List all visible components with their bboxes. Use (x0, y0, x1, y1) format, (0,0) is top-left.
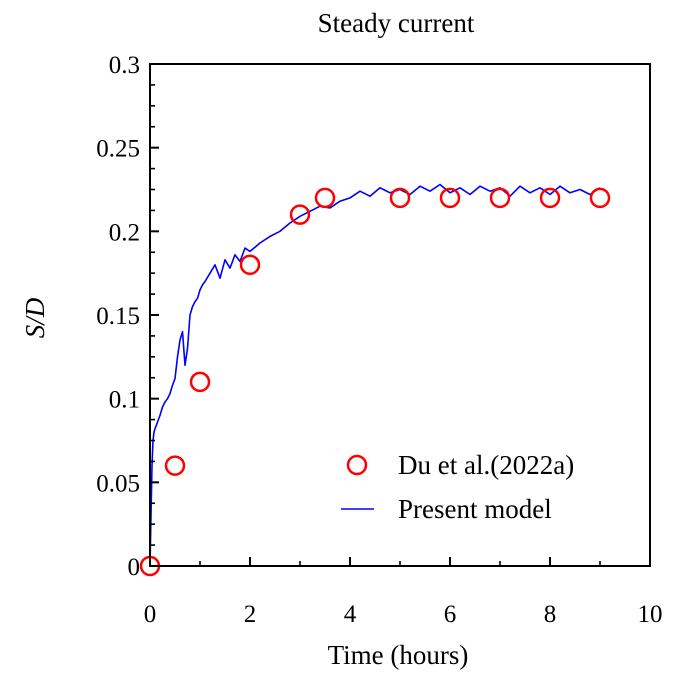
x-axis-label: Time (hours) (328, 640, 469, 670)
series-present-model-line (149, 183, 601, 567)
legend: Du et al.(2022a) Present model (341, 450, 574, 524)
x-tick-label: 4 (344, 601, 357, 628)
du-et-al-point (439, 187, 461, 209)
x-tick-label: 10 (638, 601, 663, 628)
y-axis-label: S/D (20, 297, 50, 338)
marker-layer (139, 187, 611, 577)
du-et-al-point (189, 371, 211, 393)
legend-label-present-model: Present model (398, 494, 552, 524)
plot-area (139, 183, 611, 577)
y-tick-label: 0.1 (109, 387, 140, 414)
du-et-al-point (289, 204, 311, 225)
legend-label-du-et-al: Du et al.(2022a) (398, 450, 574, 480)
y-tick-label: 0.05 (96, 470, 140, 497)
model-line-layer (149, 183, 601, 567)
x-axis-ticks: 0 2 4 6 8 10 (144, 557, 663, 628)
legend-marker-du-et-al (346, 454, 368, 476)
x-tick-label: 6 (444, 601, 457, 628)
du-et-al-point (164, 455, 186, 476)
du-et-al-point (239, 254, 261, 276)
y-tick-label: 0.2 (109, 219, 140, 246)
y-tick-label: 0.3 (109, 52, 140, 79)
y-axis-ticks: 0 0.05 0.1 0.15 0.2 0.25 0.3 (96, 52, 159, 581)
du-et-al-point (489, 187, 511, 209)
x-tick-label: 8 (544, 601, 557, 628)
du-et-al-point (589, 187, 611, 209)
du-et-al-point (314, 187, 336, 209)
x-tick-label: 0 (144, 601, 157, 628)
du-et-al-point (539, 187, 561, 209)
plot-frame (149, 63, 651, 567)
x-tick-label: 2 (244, 601, 257, 628)
y-tick-label: 0.25 (96, 136, 140, 163)
y-tick-label: 0 (128, 554, 141, 581)
chart-title: Steady current (318, 8, 475, 38)
y-tick-label: 0.15 (96, 303, 140, 330)
du-et-al-point (389, 187, 411, 209)
